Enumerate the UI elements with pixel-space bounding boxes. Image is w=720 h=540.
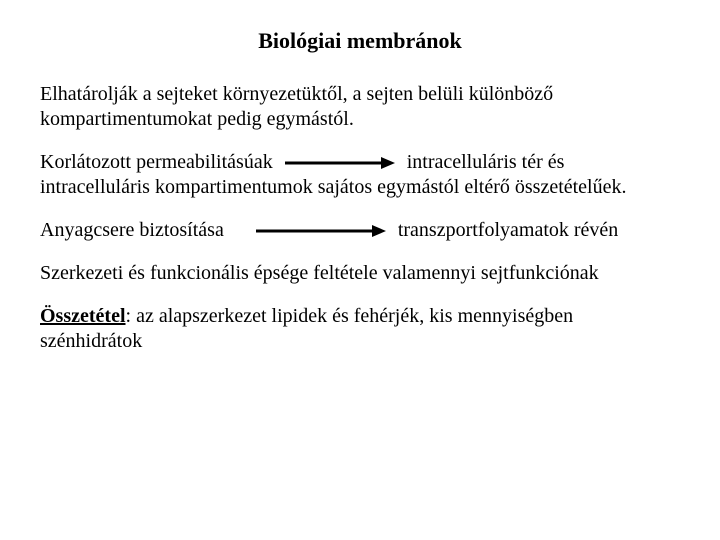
slide: Biológiai membránok Elhatárolják a sejte… [0,0,720,540]
metab-left-text: Anyagcsere biztosítása [40,218,224,243]
arrow-icon [285,156,395,170]
perm-right-text: intracelluláris tér és [407,150,565,175]
perm-left-text: Korlátozott permeabilitásúak [40,150,273,175]
paragraph-1: Elhatárolják a sejteket környezetüktől, … [40,82,680,132]
composition-label: Összetétel [40,305,126,327]
paragraph-5: Összetétel: az alapszerkezet lipidek és … [40,304,680,354]
paragraph-4: Szerkezeti és funkcionális épsége feltét… [40,261,680,286]
arrow-icon [256,224,386,238]
arrow-row-2: Anyagcsere biztosítása transzportfolyama… [40,218,680,243]
title: Biológiai membránok [40,28,680,54]
perm-continuation: intracelluláris kompartimentumok sajátos… [40,175,680,200]
arrow-svg [285,156,395,170]
metab-right-text: transzportfolyamatok révén [398,218,618,243]
arrow-svg [256,224,386,238]
paragraph-3: Anyagcsere biztosítása transzportfolyama… [40,218,680,243]
paragraph-2: Korlátozott permeabilitásúak intracellul… [40,150,680,200]
arrow-row-1: Korlátozott permeabilitásúak intracellul… [40,150,680,175]
